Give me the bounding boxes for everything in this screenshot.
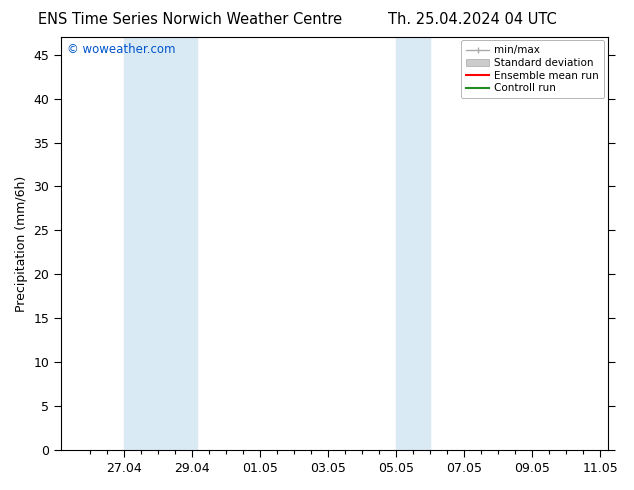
Y-axis label: Precipitation (mm/6h): Precipitation (mm/6h)	[15, 175, 28, 312]
Bar	[124, 37, 197, 450]
Text: Th. 25.04.2024 04 UTC: Th. 25.04.2024 04 UTC	[388, 12, 557, 27]
Text: ENS Time Series Norwich Weather Centre: ENS Time Series Norwich Weather Centre	[38, 12, 342, 27]
Bar	[396, 37, 430, 450]
Text: © woweather.com: © woweather.com	[67, 43, 175, 56]
Legend: min/max, Standard deviation, Ensemble mean run, Controll run: min/max, Standard deviation, Ensemble me…	[461, 40, 604, 98]
